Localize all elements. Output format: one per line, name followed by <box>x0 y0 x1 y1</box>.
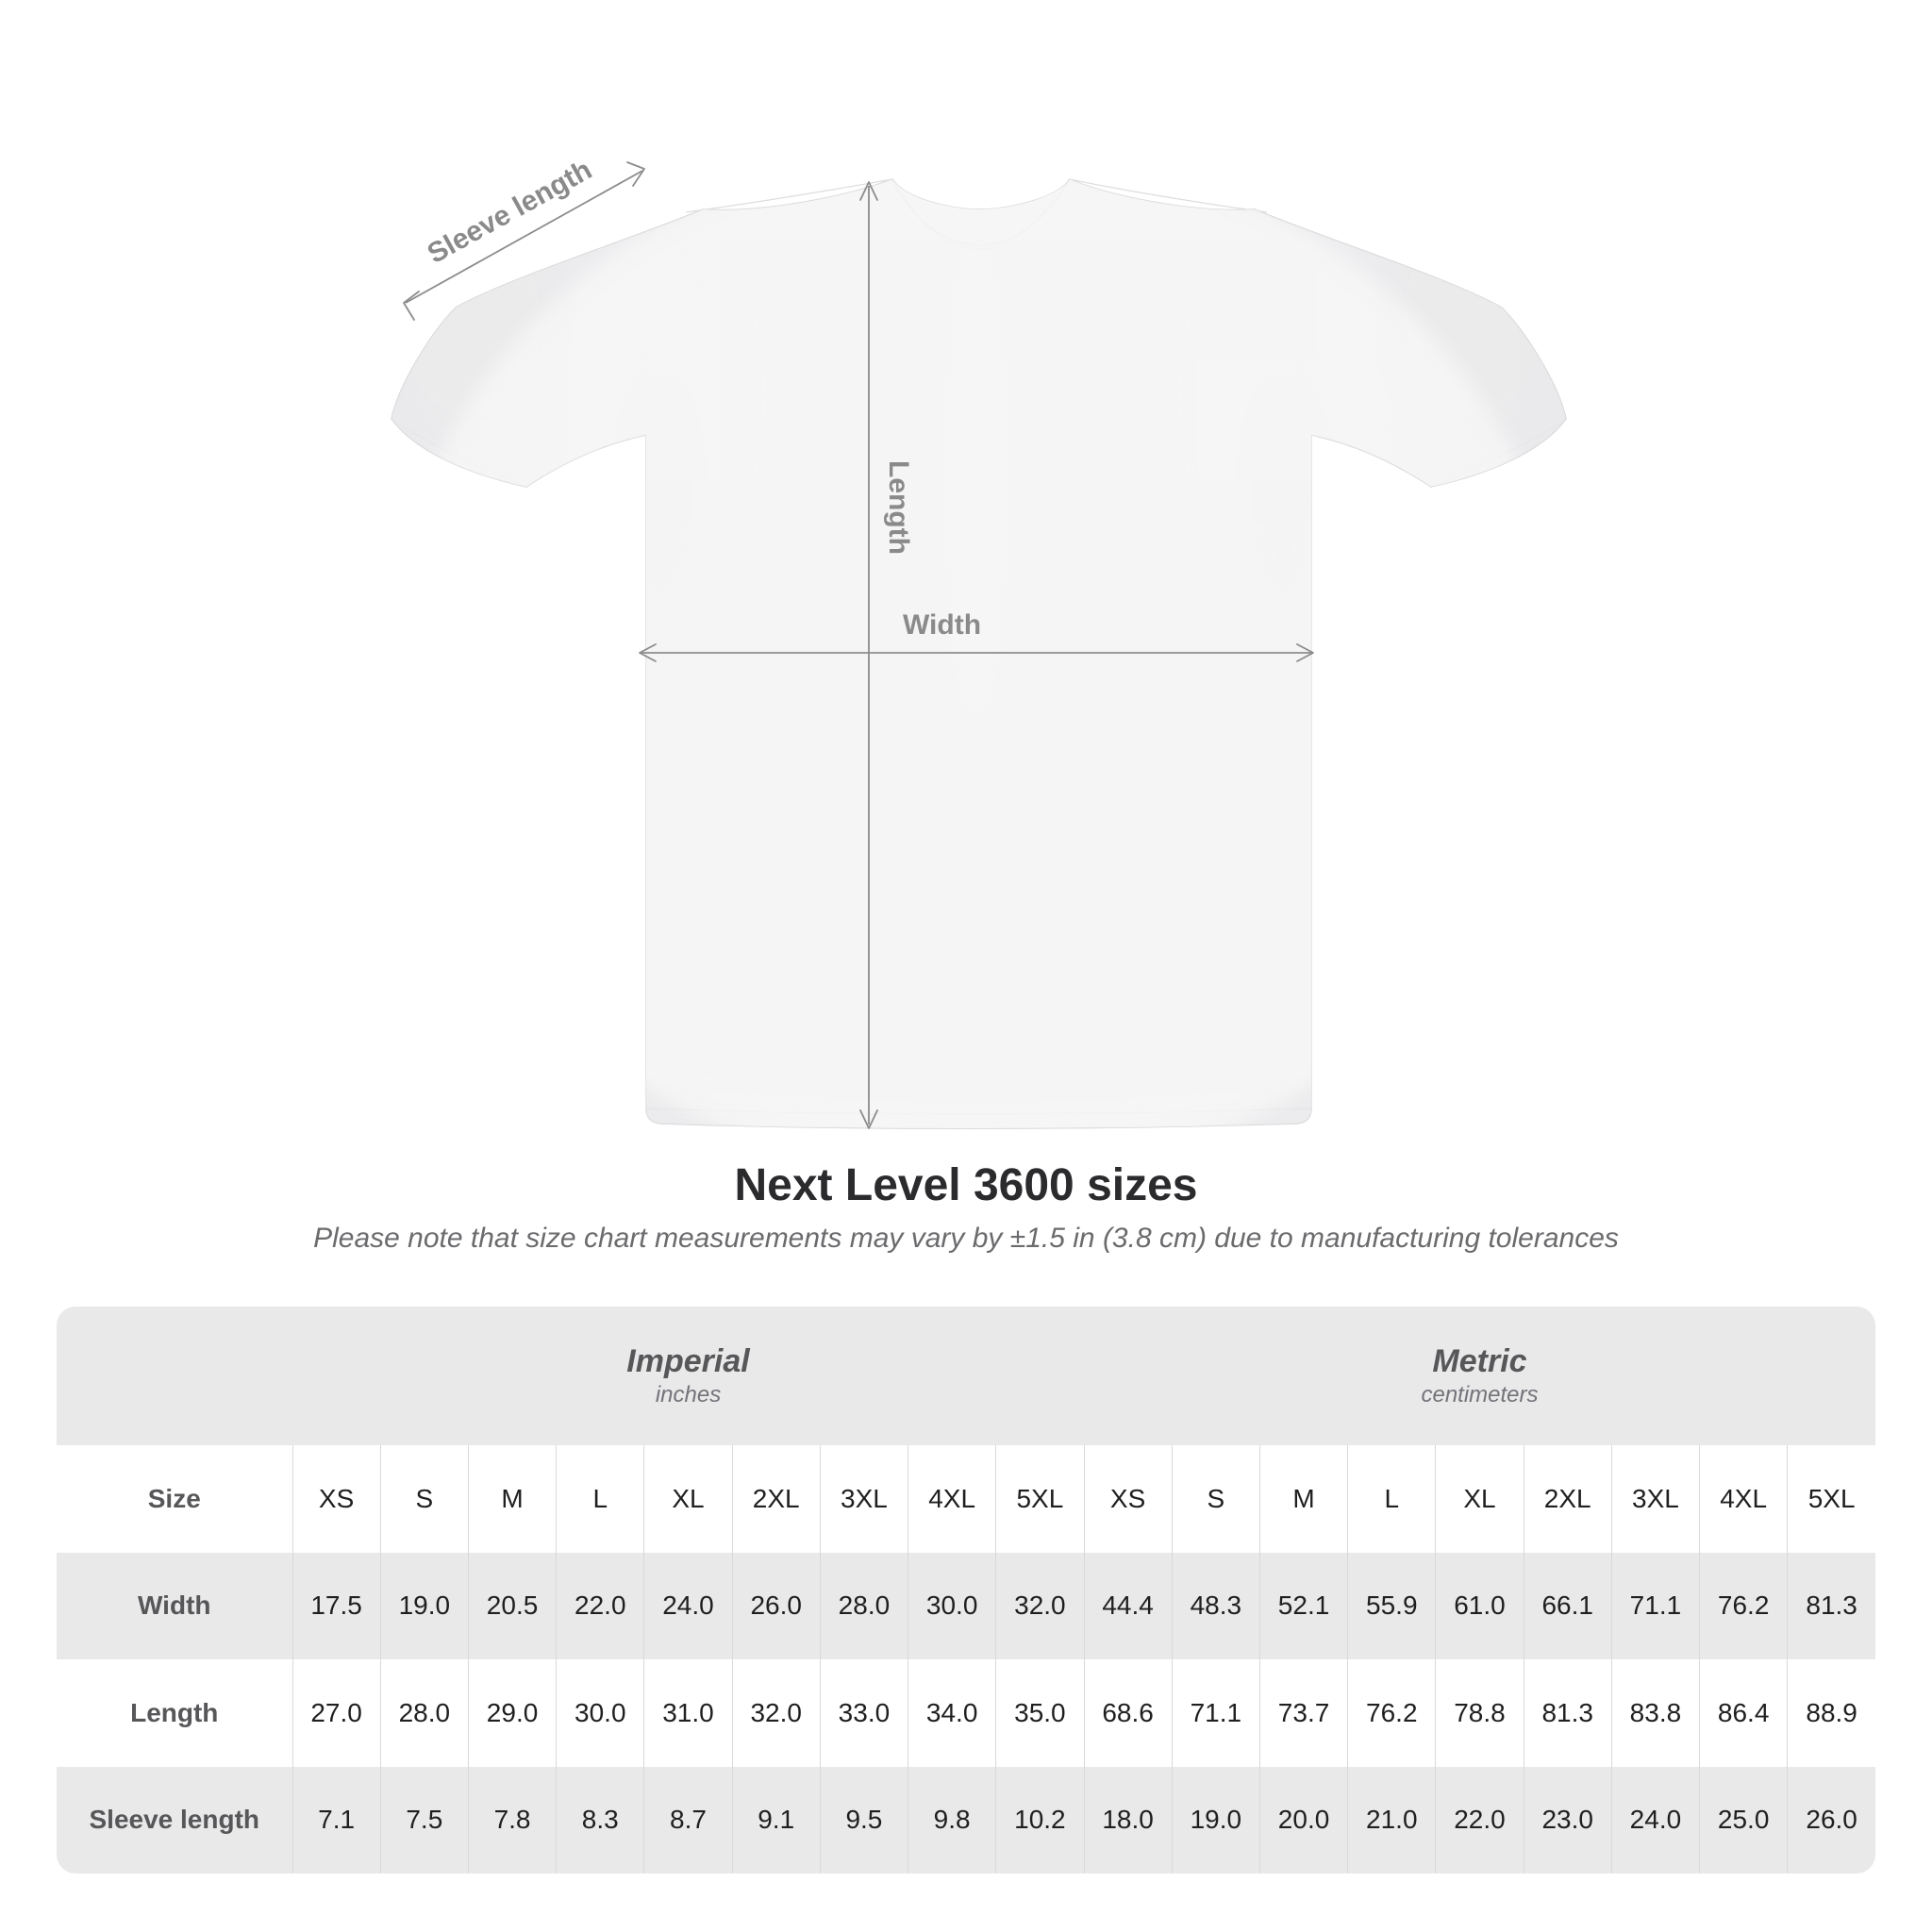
svg-text:Length: Length <box>883 460 914 555</box>
svg-text:Sleeve length: Sleeve length <box>423 154 597 270</box>
svg-text:Width: Width <box>903 609 981 641</box>
